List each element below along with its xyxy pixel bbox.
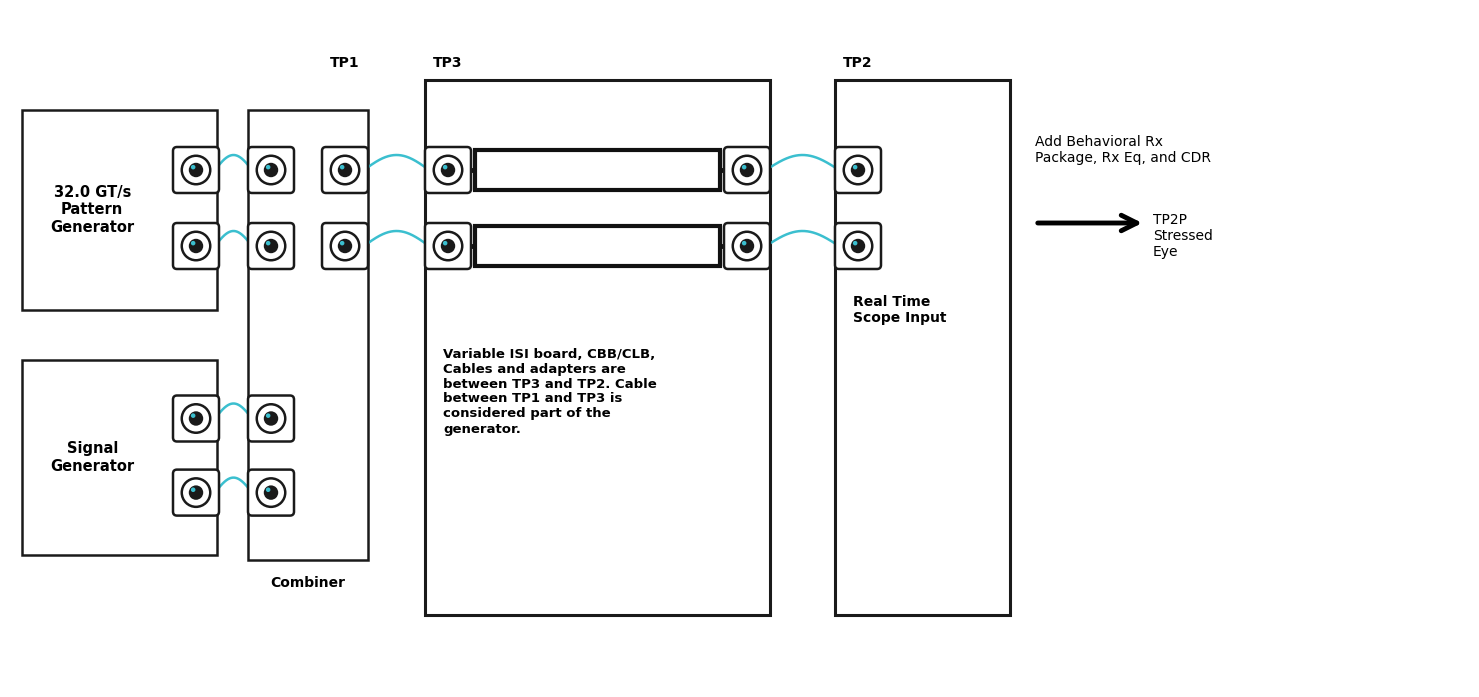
Circle shape [850, 239, 865, 253]
FancyBboxPatch shape [173, 223, 219, 269]
Bar [475, 150, 720, 190]
Circle shape [442, 241, 448, 245]
FancyBboxPatch shape [836, 223, 881, 269]
Circle shape [337, 239, 352, 253]
Text: Add Behavioral Rx
Package, Rx Eq, and CDR: Add Behavioral Rx Package, Rx Eq, and CD… [1035, 135, 1211, 165]
Circle shape [331, 231, 359, 260]
Circle shape [266, 241, 271, 245]
Text: TP2P
Stressed
Eye: TP2P Stressed Eye [1154, 213, 1213, 259]
FancyBboxPatch shape [248, 147, 294, 193]
Circle shape [266, 165, 271, 169]
Circle shape [263, 239, 278, 253]
Text: Signal
Generator: Signal Generator [50, 441, 135, 474]
FancyBboxPatch shape [424, 223, 470, 269]
Circle shape [732, 231, 762, 260]
Circle shape [257, 404, 285, 433]
FancyBboxPatch shape [248, 223, 294, 269]
FancyBboxPatch shape [248, 395, 294, 441]
Circle shape [263, 485, 278, 500]
FancyBboxPatch shape [173, 470, 219, 516]
Circle shape [182, 404, 210, 433]
Circle shape [742, 165, 747, 169]
Circle shape [441, 239, 456, 253]
Circle shape [742, 241, 747, 245]
Text: 32.0 GT/s
Pattern
Generator: 32.0 GT/s Pattern Generator [50, 185, 135, 235]
Circle shape [850, 163, 865, 177]
Circle shape [740, 163, 754, 177]
Circle shape [732, 155, 762, 184]
FancyBboxPatch shape [725, 223, 771, 269]
Text: Combiner: Combiner [271, 576, 346, 590]
Circle shape [340, 241, 345, 245]
Circle shape [433, 155, 463, 184]
Circle shape [189, 485, 203, 500]
Circle shape [337, 163, 352, 177]
Circle shape [257, 231, 285, 260]
Circle shape [263, 163, 278, 177]
Circle shape [189, 411, 203, 426]
Circle shape [182, 155, 210, 184]
Circle shape [189, 163, 203, 177]
FancyBboxPatch shape [248, 470, 294, 516]
Circle shape [843, 155, 873, 184]
Circle shape [441, 163, 456, 177]
Bar [248, 110, 368, 560]
Bar [22, 110, 217, 310]
FancyBboxPatch shape [725, 147, 771, 193]
Bar [424, 80, 771, 615]
FancyBboxPatch shape [836, 147, 881, 193]
Circle shape [263, 411, 278, 426]
Text: Real Time
Scope Input: Real Time Scope Input [853, 295, 947, 325]
Circle shape [442, 165, 448, 169]
Circle shape [191, 487, 195, 492]
Bar [475, 226, 720, 266]
Circle shape [331, 155, 359, 184]
Circle shape [189, 239, 203, 253]
Circle shape [433, 231, 463, 260]
Circle shape [182, 231, 210, 260]
Circle shape [340, 165, 345, 169]
FancyBboxPatch shape [322, 223, 368, 269]
Circle shape [843, 231, 873, 260]
Circle shape [257, 478, 285, 507]
Circle shape [853, 165, 858, 169]
Text: TP2: TP2 [843, 56, 873, 70]
Circle shape [191, 165, 195, 169]
Bar [22, 360, 217, 555]
Text: TP3: TP3 [433, 56, 463, 70]
Circle shape [191, 413, 195, 418]
Circle shape [191, 241, 195, 245]
Text: TP1: TP1 [330, 56, 359, 70]
Circle shape [266, 413, 271, 418]
Circle shape [182, 478, 210, 507]
FancyBboxPatch shape [322, 147, 368, 193]
FancyBboxPatch shape [173, 147, 219, 193]
Circle shape [740, 239, 754, 253]
FancyBboxPatch shape [424, 147, 470, 193]
FancyBboxPatch shape [173, 395, 219, 441]
Bar [836, 80, 1010, 615]
Circle shape [257, 155, 285, 184]
Text: Variable ISI board, CBB/CLB,
Cables and adapters are
between TP3 and TP2. Cable
: Variable ISI board, CBB/CLB, Cables and … [444, 348, 657, 436]
Circle shape [266, 487, 271, 492]
Circle shape [853, 241, 858, 245]
